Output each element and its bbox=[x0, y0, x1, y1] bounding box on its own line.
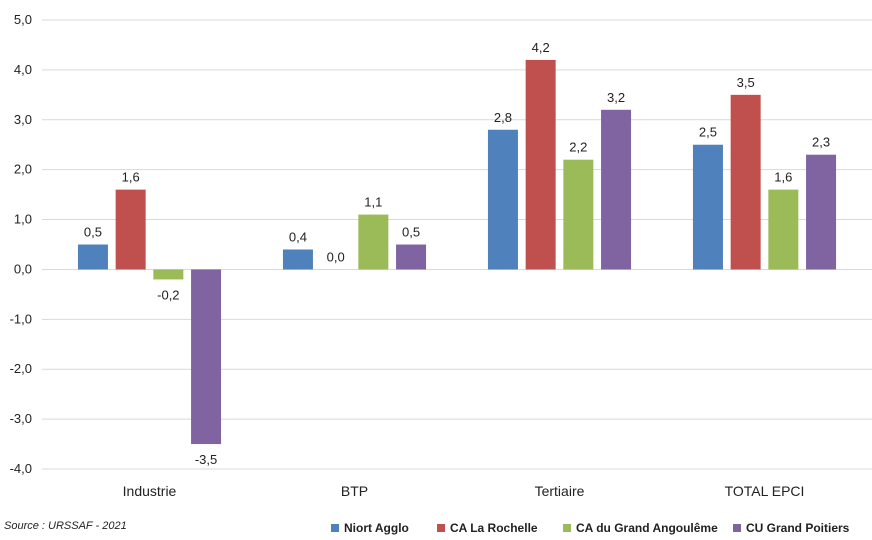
legend-item: Niort Agglo bbox=[331, 521, 409, 535]
data-label: 0,4 bbox=[289, 229, 307, 244]
y-tick-label: -1,0 bbox=[10, 311, 32, 326]
legend-label: CA du Grand Angoulême bbox=[576, 521, 718, 535]
legend-label: CU Grand Poitiers bbox=[746, 521, 849, 535]
bar bbox=[526, 60, 556, 270]
bar bbox=[601, 110, 631, 270]
legend-label: CA La Rochelle bbox=[450, 521, 538, 535]
legend-item: CA du Grand Angoulême bbox=[563, 521, 718, 535]
legend-swatch bbox=[733, 524, 741, 532]
legend-item: CU Grand Poitiers bbox=[733, 521, 849, 535]
y-tick-label: -4,0 bbox=[10, 461, 32, 476]
legend-item: CA La Rochelle bbox=[437, 521, 538, 535]
data-label: 2,3 bbox=[812, 135, 830, 150]
data-label: 4,2 bbox=[532, 40, 550, 55]
bar bbox=[396, 245, 426, 270]
y-tick-label: 0,0 bbox=[14, 261, 32, 276]
legend: Niort Agglo CA La Rochelle CA du Grand Ang… bbox=[0, 521, 872, 535]
data-label: -3,5 bbox=[195, 452, 217, 467]
data-label: 0,0 bbox=[327, 249, 345, 264]
x-tick-label: Industrie bbox=[123, 483, 177, 499]
bar bbox=[153, 269, 183, 279]
x-tick-label: TOTAL EPCI bbox=[725, 483, 805, 499]
data-label: 0,5 bbox=[84, 225, 102, 240]
y-tick-label: 4,0 bbox=[14, 62, 32, 77]
legend-swatch bbox=[563, 524, 571, 532]
y-tick-label: 5,0 bbox=[14, 12, 32, 27]
y-tick-label: 2,0 bbox=[14, 162, 32, 177]
data-label: 2,2 bbox=[569, 140, 587, 155]
data-label: 0,5 bbox=[402, 225, 420, 240]
data-label: 2,5 bbox=[699, 125, 717, 140]
data-label: 3,2 bbox=[607, 90, 625, 105]
x-tick-label: Tertiaire bbox=[535, 483, 585, 499]
bar bbox=[768, 190, 798, 270]
y-tick-label: -2,0 bbox=[10, 361, 32, 376]
data-label: 1,6 bbox=[122, 170, 140, 185]
y-tick-label: 3,0 bbox=[14, 112, 32, 127]
bar bbox=[806, 155, 836, 270]
bar bbox=[563, 160, 593, 270]
legend-label: Niort Agglo bbox=[344, 521, 409, 535]
bar bbox=[116, 190, 146, 270]
y-tick-label: -3,0 bbox=[10, 411, 32, 426]
bar bbox=[488, 130, 518, 270]
bar bbox=[731, 95, 761, 270]
data-label: -0,2 bbox=[157, 287, 179, 302]
data-label: 1,1 bbox=[364, 195, 382, 210]
legend-swatch bbox=[331, 524, 339, 532]
bar bbox=[78, 245, 108, 270]
data-label: 2,8 bbox=[494, 110, 512, 125]
legend-swatch bbox=[437, 524, 445, 532]
bar bbox=[283, 249, 313, 269]
y-tick-label: 1,0 bbox=[14, 212, 32, 227]
bar bbox=[358, 215, 388, 270]
bar bbox=[191, 269, 221, 444]
data-label: 3,5 bbox=[737, 75, 755, 90]
data-label: 1,6 bbox=[774, 170, 792, 185]
x-tick-label: BTP bbox=[341, 483, 368, 499]
bar bbox=[693, 145, 723, 270]
